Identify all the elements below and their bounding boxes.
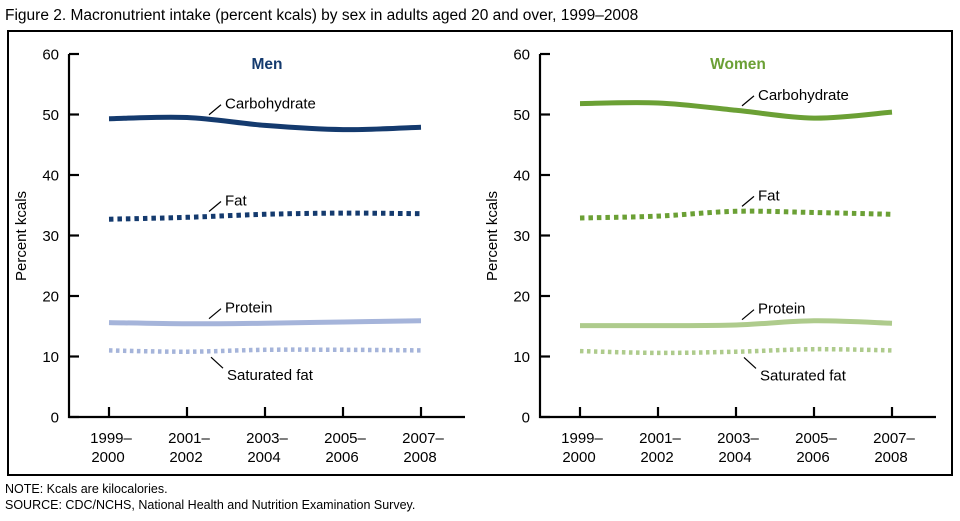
series-line-fat xyxy=(108,210,422,222)
series-line-saturated-fat xyxy=(108,347,422,354)
x-tick-label: 2006 xyxy=(796,449,829,466)
label-leader-line xyxy=(741,309,755,321)
x-tick-label: 2002 xyxy=(640,449,673,466)
y-tick-label: 60 xyxy=(513,47,530,64)
x-tick-label: 1999– xyxy=(561,430,603,447)
x-tick-label: 2000 xyxy=(562,449,595,466)
series-line-carbohydrate xyxy=(108,114,422,133)
y-axis-title: Percent kcals xyxy=(13,191,30,281)
panel-title-men: Men xyxy=(252,56,283,73)
y-tick-label: 0 xyxy=(522,410,530,427)
x-tick-label: 2003– xyxy=(717,430,759,447)
series-label-fat: Fat xyxy=(225,192,248,209)
y-tick-label: 40 xyxy=(513,168,530,185)
panel-title-women: Women xyxy=(710,56,766,73)
series-label-carbohydrate: Carbohydrate xyxy=(225,96,316,113)
y-tick-label: 20 xyxy=(513,289,530,306)
x-tick-label: 2000 xyxy=(91,449,124,466)
series-label-fat: Fat xyxy=(758,187,781,204)
y-tick-label: 30 xyxy=(513,228,530,245)
x-tick-label: 2005– xyxy=(324,430,366,447)
series-label-saturated-fat: Saturated fat xyxy=(760,367,847,384)
x-tick-label: 2006 xyxy=(325,449,358,466)
men-chart: 0 10 20 30 40 50 60 1999– 2000 2001– 2002 2003– 2004… xyxy=(13,47,465,466)
series-line-carbohydrate xyxy=(579,100,893,121)
x-tick-label: 2001– xyxy=(639,430,681,447)
x-tick-label: 2004 xyxy=(247,449,280,466)
label-leader-line xyxy=(210,356,224,369)
chart-panels: 0 10 20 30 40 50 60 1999– 2000 2001– 2002 2003– 2004… xyxy=(9,32,951,474)
y-axis-title: Percent kcals xyxy=(484,191,501,281)
women-chart: 0 10 20 30 40 50 60 1999– 2000 2001– 2002 2003– 2004… xyxy=(484,47,936,466)
series-label-saturated-fat: Saturated fat xyxy=(227,367,314,384)
figure-title: Figure 2. Macronutrient intake (percent … xyxy=(5,7,639,24)
y-tick-label: 60 xyxy=(42,47,59,64)
y-tick-label: 10 xyxy=(513,349,530,366)
x-tick-label: 2005– xyxy=(795,430,837,447)
y-tick-label: 50 xyxy=(513,107,530,124)
series-line-saturated-fat xyxy=(579,346,893,356)
series-label-protein: Protein xyxy=(758,301,806,318)
y-tick-label: 40 xyxy=(42,168,59,185)
x-tick-label: 2008 xyxy=(874,449,907,466)
label-leader-line xyxy=(208,308,222,320)
figure-box: 0 10 20 30 40 50 60 1999– 2000 2001– 2002 2003– 2004… xyxy=(7,30,953,476)
x-tick-label: 2007– xyxy=(402,430,444,447)
x-tick-label: 1999– xyxy=(90,430,132,447)
series-line-protein xyxy=(108,318,422,327)
series-line-protein xyxy=(579,318,893,329)
series-label-carbohydrate: Carbohydrate xyxy=(758,87,849,104)
label-leader-line xyxy=(743,357,757,369)
x-tick-label: 2007– xyxy=(873,430,915,447)
y-tick-label: 50 xyxy=(42,107,59,124)
label-leader-line xyxy=(741,195,755,207)
label-leader-line xyxy=(741,95,755,107)
x-tick-label: 2001– xyxy=(168,430,210,447)
series-label-protein: Protein xyxy=(225,300,273,317)
label-leader-line xyxy=(208,201,222,212)
source-line: SOURCE: CDC/NCHS, National Health and Nu… xyxy=(5,498,416,512)
y-tick-label: 0 xyxy=(51,410,59,427)
x-tick-label: 2003– xyxy=(246,430,288,447)
x-tick-label: 2004 xyxy=(718,449,751,466)
x-tick-label: 2008 xyxy=(403,449,436,466)
label-leader-line xyxy=(208,104,222,116)
y-tick-label: 10 xyxy=(42,349,59,366)
figure-notes: NOTE: Kcals are kilocalories. SOURCE: CD… xyxy=(0,476,960,513)
series-line-fat xyxy=(579,208,893,221)
note-line: NOTE: Kcals are kilocalories. xyxy=(5,482,168,496)
x-tick-label: 2002 xyxy=(169,449,202,466)
y-tick-label: 30 xyxy=(42,228,59,245)
y-tick-label: 20 xyxy=(42,289,59,306)
